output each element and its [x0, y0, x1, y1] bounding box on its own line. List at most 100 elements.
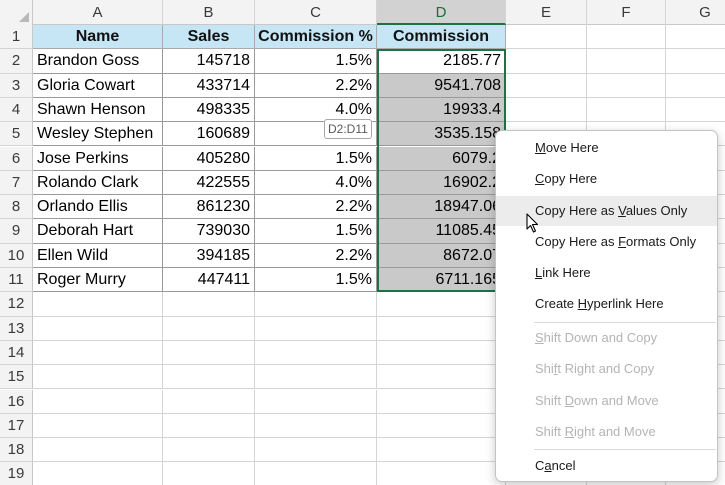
- commission-pct-cell[interactable]: 1.5%: [255, 49, 377, 74]
- name-cell[interactable]: Ellen Wild: [33, 243, 163, 268]
- name-cell[interactable]: Rolando Clark: [33, 170, 163, 196]
- cell[interactable]: [255, 340, 377, 366]
- sales-cell[interactable]: 394185: [163, 243, 255, 268]
- name-cell[interactable]: Wesley Stephen: [33, 122, 163, 147]
- cell[interactable]: [163, 340, 255, 366]
- cell[interactable]: [587, 25, 666, 50]
- sales-cell[interactable]: 422555: [163, 170, 255, 196]
- name-cell[interactable]: Jose Perkins: [33, 146, 163, 171]
- cell[interactable]: [255, 365, 377, 390]
- cell[interactable]: [33, 462, 163, 485]
- sales-cell[interactable]: 433714: [163, 73, 255, 98]
- cell[interactable]: [163, 292, 255, 317]
- cell[interactable]: [255, 462, 377, 485]
- table-header-cell[interactable]: Commission %: [255, 25, 377, 50]
- name-cell[interactable]: Deborah Hart: [33, 219, 163, 244]
- row-header-19[interactable]: 19: [0, 462, 33, 485]
- sales-cell[interactable]: 498335: [163, 97, 255, 123]
- row-header-4[interactable]: 4: [0, 97, 33, 123]
- row-header-12[interactable]: 12: [0, 292, 33, 317]
- row-header-18[interactable]: 18: [0, 438, 33, 463]
- sales-cell[interactable]: 160689: [163, 122, 255, 147]
- commission-pct-cell[interactable]: 4.0%: [255, 170, 377, 196]
- cell[interactable]: [255, 316, 377, 341]
- cell[interactable]: [506, 25, 587, 50]
- cell[interactable]: [377, 413, 506, 439]
- cell[interactable]: [587, 73, 666, 98]
- sales-cell[interactable]: 447411: [163, 268, 255, 293]
- cell[interactable]: [33, 389, 163, 414]
- commission-cell[interactable]: 2185.77: [377, 49, 506, 74]
- commission-cell[interactable]: 11085.45: [377, 219, 506, 244]
- row-header-7[interactable]: 7: [0, 170, 33, 196]
- cell[interactable]: [506, 73, 587, 98]
- row-header-14[interactable]: 14: [0, 340, 33, 366]
- commission-cell[interactable]: 8672.07: [377, 243, 506, 268]
- commission-pct-cell[interactable]: 2.2%: [255, 73, 377, 98]
- row-header-11[interactable]: 11: [0, 268, 33, 293]
- cell[interactable]: [377, 365, 506, 390]
- row-header-2[interactable]: 2: [0, 49, 33, 74]
- row-header-9[interactable]: 9: [0, 219, 33, 244]
- cell[interactable]: [377, 316, 506, 341]
- sales-cell[interactable]: 861230: [163, 195, 255, 220]
- commission-cell[interactable]: 19933.4: [377, 97, 506, 123]
- row-header-6[interactable]: 6: [0, 146, 33, 171]
- commission-cell[interactable]: 16902.2: [377, 170, 506, 196]
- name-cell[interactable]: Brandon Goss: [33, 49, 163, 74]
- cell[interactable]: [377, 438, 506, 463]
- row-header-17[interactable]: 17: [0, 413, 33, 439]
- cell[interactable]: [33, 413, 163, 439]
- menu-cancel[interactable]: Cancel: [496, 451, 717, 481]
- commission-pct-cell[interactable]: 2.2%: [255, 243, 377, 268]
- table-header-cell[interactable]: Sales: [163, 25, 255, 50]
- commission-pct-cell[interactable]: 4.0%: [255, 97, 377, 123]
- cell[interactable]: [587, 97, 666, 123]
- cell[interactable]: [33, 438, 163, 463]
- cell[interactable]: [377, 292, 506, 317]
- cell[interactable]: [377, 462, 506, 485]
- column-header-g[interactable]: G: [666, 0, 725, 25]
- commission-cell[interactable]: 6079.2: [377, 146, 506, 171]
- cell[interactable]: [587, 49, 666, 74]
- menu-create-hyperlink-here[interactable]: Create Hyperlink Here: [496, 289, 717, 319]
- name-cell[interactable]: Orlando Ellis: [33, 195, 163, 220]
- cell[interactable]: [33, 365, 163, 390]
- commission-pct-cell[interactable]: 2.2%: [255, 195, 377, 220]
- cell[interactable]: [377, 389, 506, 414]
- row-header-16[interactable]: 16: [0, 389, 33, 414]
- cell[interactable]: [163, 389, 255, 414]
- cell[interactable]: [255, 292, 377, 317]
- column-header-f[interactable]: F: [587, 0, 666, 25]
- menu-move-here[interactable]: Move Here: [496, 133, 717, 163]
- menu-copy-formats-only[interactable]: Copy Here as Formats Only: [496, 227, 717, 257]
- commission-cell[interactable]: 6711.165: [377, 268, 506, 293]
- column-header-c[interactable]: C: [255, 0, 377, 25]
- cell[interactable]: [163, 413, 255, 439]
- column-header-b[interactable]: B: [163, 0, 255, 25]
- commission-cell[interactable]: 18947.06: [377, 195, 506, 220]
- table-header-cell[interactable]: Commission: [377, 25, 506, 50]
- column-header-a[interactable]: A: [33, 0, 163, 25]
- cell[interactable]: [377, 340, 506, 366]
- commission-cell[interactable]: 9541.708: [377, 73, 506, 98]
- row-header-13[interactable]: 13: [0, 316, 33, 341]
- row-header-15[interactable]: 15: [0, 365, 33, 390]
- cell[interactable]: [163, 316, 255, 341]
- menu-copy-values-only[interactable]: Copy Here as Values Only: [496, 196, 717, 226]
- cell[interactable]: [33, 316, 163, 341]
- cell[interactable]: [666, 74, 725, 98]
- table-header-cell[interactable]: Name: [33, 25, 163, 50]
- cell[interactable]: [255, 438, 377, 463]
- cell[interactable]: [506, 97, 587, 123]
- cell[interactable]: [506, 49, 587, 74]
- select-all-corner[interactable]: [0, 0, 33, 25]
- name-cell[interactable]: Shawn Henson: [33, 97, 163, 123]
- cell[interactable]: [163, 365, 255, 390]
- row-header-1[interactable]: 1: [0, 25, 33, 50]
- cell[interactable]: [255, 413, 377, 439]
- cell[interactable]: [33, 292, 163, 317]
- cell[interactable]: [163, 438, 255, 463]
- sales-cell[interactable]: 739030: [163, 219, 255, 244]
- cell[interactable]: [666, 49, 725, 74]
